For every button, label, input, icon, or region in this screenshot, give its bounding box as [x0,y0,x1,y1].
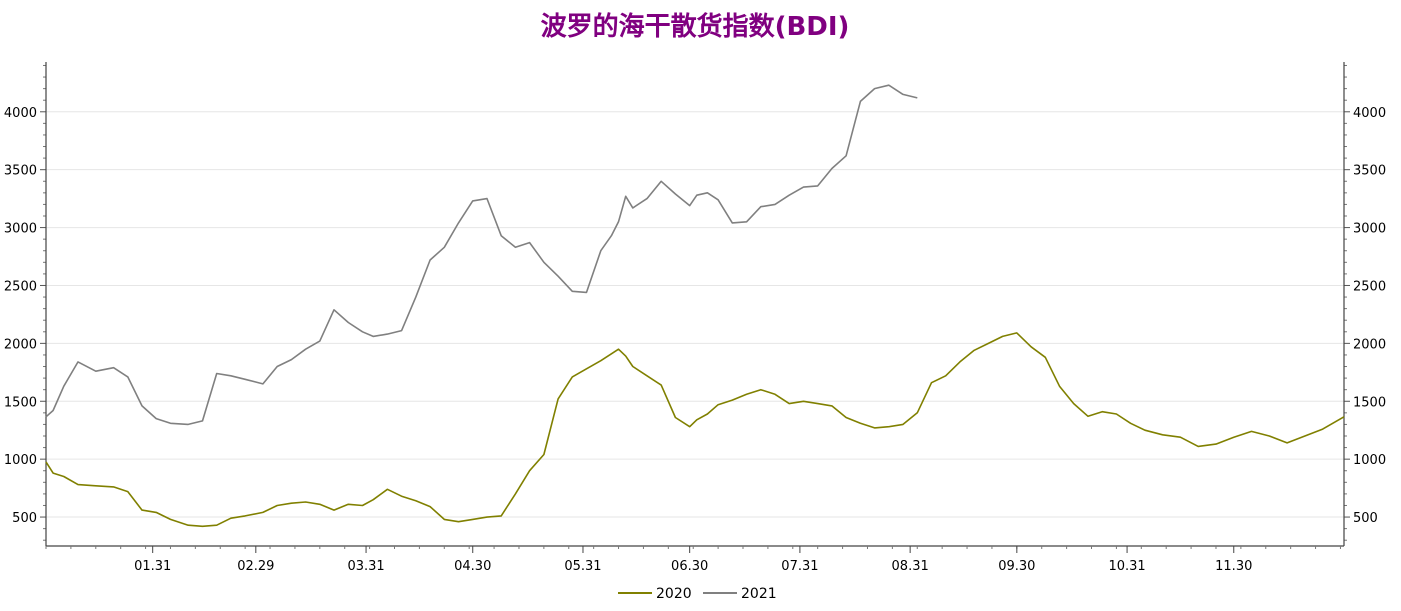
x-tick-label: 11.30 [1215,559,1252,574]
y-tick-label-left: 1500 [4,395,37,410]
legend-label-2020: 2020 [656,586,692,602]
y-tick-label-right: 1500 [1353,395,1386,410]
x-tick-label: 01.31 [134,559,171,574]
x-tick-label: 09.30 [998,559,1035,574]
x-tick-label: 06.30 [671,559,708,574]
y-tick-label-right: 1000 [1353,453,1386,468]
y-tick-label-left: 3500 [4,164,37,179]
legend-label-2021: 2021 [741,586,777,602]
x-tick-label: 04.30 [454,559,491,574]
y-tick-label-left: 500 [12,511,37,526]
y-tick-label-left: 1000 [4,453,37,468]
y-tick-label-left: 2000 [4,337,37,352]
y-tick-label-right: 3500 [1353,164,1386,179]
series-line-2021 [45,84,918,426]
axis-layer: 500 500 1000 1000 1500 1500 2000 2000 2500 2500 30… [4,62,1386,574]
x-tick-label: 05.31 [564,559,601,574]
y-tick-label-left: 4000 [4,106,37,121]
y-tick-label-right: 3000 [1353,222,1386,237]
chart-title: 波罗的海干散货指数(BDI) [540,12,850,42]
series-layer [45,84,1345,528]
y-tick-label-right: 500 [1353,511,1378,526]
legend: 2020 2021 [618,586,777,602]
x-tick-label: 03.31 [347,559,384,574]
x-tick-label: 08.31 [892,559,929,574]
y-tick-label-right: 4000 [1353,106,1386,121]
y-tick-label-left: 2500 [4,279,37,294]
x-tick-label: 02.29 [237,559,274,574]
y-tick-label-left: 3000 [4,222,37,237]
grid-layer [46,111,1344,518]
x-tick-label: 10.31 [1108,559,1145,574]
y-tick-label-right: 2000 [1353,337,1386,352]
series-line-2020 [45,332,1345,528]
y-tick-label-right: 2500 [1353,279,1386,294]
x-tick-label: 07.31 [781,559,818,574]
